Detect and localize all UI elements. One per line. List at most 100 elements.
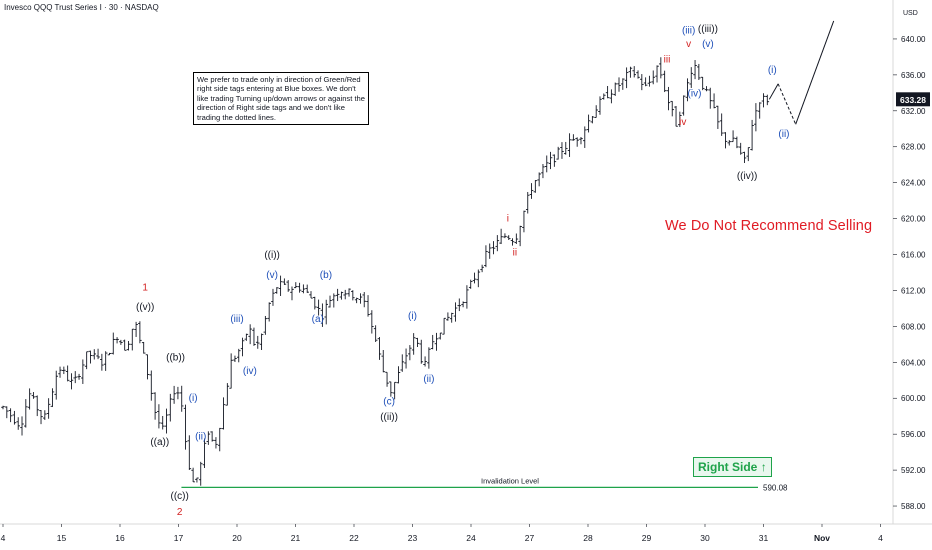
candle — [195, 477, 199, 483]
candle — [765, 94, 770, 106]
candle — [244, 333, 249, 341]
candle — [548, 151, 553, 170]
invalidation-line: Invalidation Level — [181, 476, 758, 488]
candle — [415, 337, 420, 347]
candle — [62, 366, 66, 375]
wave-label: (v) — [702, 39, 714, 50]
candle — [24, 399, 28, 428]
candle — [225, 383, 230, 406]
candle — [160, 415, 165, 430]
candle — [316, 299, 321, 316]
candle — [601, 93, 606, 100]
y-tick-label: 624.00 — [901, 179, 926, 188]
candle — [427, 347, 431, 369]
projection-dotted — [777, 83, 797, 125]
wave-label: ((iv)) — [737, 171, 758, 182]
wave-label: (i) — [408, 311, 417, 322]
candle — [236, 348, 241, 363]
candle — [301, 284, 306, 294]
candle — [100, 353, 104, 371]
x-tick-label: 24 — [466, 533, 476, 543]
candle — [210, 431, 214, 442]
candle — [164, 408, 169, 434]
candle — [704, 86, 709, 92]
time-axis[interactable]: 4 15 16 17 20 21 22 23 24 27 28 29 30 31 Nov 4 — [1, 524, 884, 543]
candle — [666, 86, 671, 111]
axis-lines — [0, 0, 932, 525]
x-tick-label: 20 — [232, 533, 242, 543]
right-side-tag: Right Side ↑ — [693, 457, 772, 477]
candle — [571, 134, 576, 141]
wave-label: (ii) — [423, 374, 434, 385]
candle — [689, 67, 694, 88]
candle — [586, 114, 591, 133]
candle — [731, 130, 735, 143]
candle — [678, 111, 682, 128]
candle — [373, 325, 378, 343]
candle — [229, 353, 233, 389]
candle — [434, 332, 439, 351]
candle — [613, 82, 618, 96]
candles — [1, 57, 770, 486]
candle — [746, 147, 751, 162]
candle — [640, 74, 644, 91]
candle — [476, 269, 481, 288]
wave-label: iv — [679, 117, 686, 128]
wave-label: ((iii)) — [698, 24, 718, 35]
candle — [621, 78, 625, 90]
candle — [324, 299, 329, 325]
candle — [183, 404, 188, 450]
candle — [313, 296, 317, 310]
candle — [457, 298, 462, 312]
wave-label: (v) — [266, 270, 278, 281]
candle — [179, 385, 184, 412]
y-tick-label: 608.00 — [901, 322, 926, 331]
candle — [81, 359, 85, 384]
wave-label: (iv) — [688, 88, 702, 99]
invalidation-price-label: 590.08 — [763, 483, 788, 492]
candle — [73, 371, 78, 384]
candle — [103, 351, 108, 371]
candle — [354, 297, 359, 304]
candle — [50, 388, 55, 408]
wave-label: (i) — [768, 65, 777, 76]
candle — [575, 137, 579, 147]
wave-label: i — [507, 213, 509, 224]
candle — [582, 126, 587, 148]
candle — [617, 77, 621, 92]
wave-label: (ii) — [778, 129, 789, 140]
wave-label: (b) — [320, 270, 332, 281]
y-tick-label: 632.00 — [901, 107, 926, 116]
wave-label: (iv) — [243, 366, 257, 377]
candle — [659, 57, 663, 79]
wave-label: (c) — [383, 397, 395, 408]
candle — [43, 410, 47, 420]
candle — [138, 321, 142, 344]
candle — [742, 151, 747, 164]
candle — [130, 328, 135, 351]
candle — [495, 235, 500, 252]
projection-segment-1 — [768, 83, 779, 100]
candle — [274, 287, 279, 294]
candle — [1, 405, 5, 410]
y-tick-label: 640.00 — [901, 35, 926, 44]
y-tick-label: 636.00 — [901, 71, 926, 80]
x-tick-label: 17 — [174, 533, 184, 543]
candle — [392, 381, 397, 400]
candle — [347, 288, 351, 297]
candle — [263, 315, 268, 335]
candle — [339, 291, 344, 300]
candle — [332, 293, 336, 308]
y-tick-label: 612.00 — [901, 286, 926, 295]
x-tick-label: 29 — [642, 533, 652, 543]
candle — [92, 349, 97, 360]
price-axis[interactable]: USD 588.00 592.00 596.00 600.00 604.00 608.00 6… — [763, 10, 930, 511]
candle — [605, 86, 610, 99]
candle — [54, 370, 59, 400]
candle — [297, 282, 302, 293]
candle — [46, 398, 51, 419]
candle — [514, 233, 519, 244]
candle — [544, 155, 549, 173]
wave-label: 2 — [177, 507, 183, 518]
